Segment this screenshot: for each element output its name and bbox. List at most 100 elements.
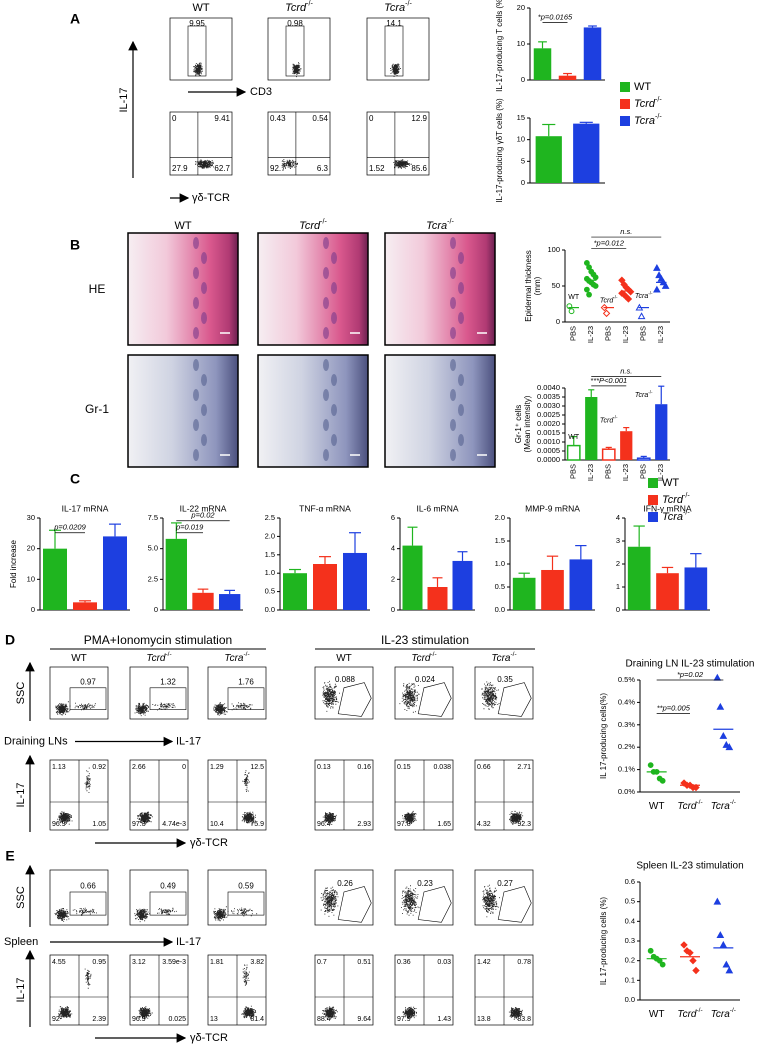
gate-value: 0.98 xyxy=(287,19,303,28)
y-tick-label: 0.0030 xyxy=(537,401,560,410)
quadrant-value: 92 xyxy=(52,1016,60,1023)
genotype-name: Tcrd xyxy=(285,2,307,14)
x-tick-label: Tcra-/- xyxy=(711,799,736,812)
chart-title: Spleen IL-23 stimulation xyxy=(636,861,743,872)
flow-events xyxy=(137,811,153,825)
column-header: WT xyxy=(336,653,352,664)
hair-follicle xyxy=(323,419,329,431)
flow-events xyxy=(508,1007,523,1020)
x-tick-label: Tcra-/- xyxy=(711,1007,736,1020)
flow-events xyxy=(58,1006,73,1020)
genotype-name: Tcra xyxy=(491,653,511,664)
flow-events xyxy=(152,702,176,711)
data-point xyxy=(586,291,592,298)
flow-events xyxy=(84,767,91,793)
hair-follicle xyxy=(323,237,329,249)
column-header: WT xyxy=(174,220,191,232)
flow-events xyxy=(213,702,228,716)
flow-events xyxy=(393,159,412,169)
genotype-superscript: -/- xyxy=(696,1007,702,1014)
bar xyxy=(343,552,367,610)
column-header: Tcra-/- xyxy=(491,651,516,664)
data-point xyxy=(722,960,731,968)
genotype-name: WT xyxy=(649,1009,665,1020)
y-tick-label: 3 xyxy=(616,536,620,545)
data-point xyxy=(713,897,722,905)
column-header: Tcrd-/- xyxy=(285,0,313,14)
quadrant-value: 97.9 xyxy=(397,1016,411,1023)
y-tick-label: 0 xyxy=(31,605,35,614)
y-tick-label: 0.0010 xyxy=(537,437,560,446)
quadrant-value: 0.025 xyxy=(168,1016,186,1023)
bar xyxy=(43,548,67,610)
legend-swatch xyxy=(620,82,630,92)
data-point xyxy=(602,309,611,318)
bar xyxy=(569,559,593,610)
quadrant-value: 10.4 xyxy=(210,821,224,828)
quadrant-value: 13.8 xyxy=(477,1016,491,1023)
x-tick-label: IL-23 xyxy=(621,326,630,343)
hair-follicle xyxy=(323,327,329,339)
flow-events xyxy=(401,885,420,916)
genotype-superscript: -/- xyxy=(613,415,618,420)
y-tick-label: 0.3 xyxy=(625,936,635,945)
gate xyxy=(227,687,265,710)
row-label: Gr-1 xyxy=(85,402,109,416)
hair-follicle xyxy=(193,267,199,279)
chart-title: IL-22 mRNA xyxy=(180,503,227,513)
y-axis-label: IL-17 xyxy=(118,87,130,112)
data-point xyxy=(653,285,661,293)
quadrant-value: 1.42 xyxy=(477,959,491,966)
bar xyxy=(585,397,598,460)
x-tick-label: PBS xyxy=(604,464,613,479)
y-tick-label: 15 xyxy=(517,113,525,122)
hair-follicle xyxy=(201,282,207,294)
flow-events xyxy=(242,770,250,792)
hair-follicle xyxy=(201,252,207,264)
x-axis-label: IL-17 xyxy=(176,735,201,747)
flow-events xyxy=(193,62,203,77)
flow-events xyxy=(399,682,420,713)
y-axis-label: SSC xyxy=(15,886,27,909)
data-point xyxy=(568,308,575,315)
y-tick-label: 2.5 xyxy=(265,513,275,522)
hair-follicle xyxy=(450,389,456,401)
hair-follicle xyxy=(450,237,456,249)
gate-value: 0.088 xyxy=(335,675,356,684)
quadrant-value: 0.51 xyxy=(357,959,371,966)
y-axis-label: Epidermal thickness xyxy=(524,250,533,322)
y-axis-label: IL-17 xyxy=(15,782,27,807)
y-tick-label: 10 xyxy=(27,574,35,583)
gate xyxy=(187,25,207,77)
hair-follicle xyxy=(201,434,207,446)
genotype-superscript: -/- xyxy=(696,799,702,806)
gate-value: 0.97 xyxy=(80,678,96,687)
y-axis-label: Fold increase xyxy=(9,539,18,588)
x-tick-label: PBS xyxy=(639,326,648,341)
row-label: HE xyxy=(89,282,106,296)
genotype-name: Tcrd xyxy=(677,1009,697,1020)
quadrant-value: 4.74e-3 xyxy=(162,821,186,828)
hair-follicle xyxy=(331,252,337,264)
hair-follicle xyxy=(458,282,464,294)
data-point xyxy=(647,947,654,954)
legend-entry: WT xyxy=(662,477,679,489)
gate xyxy=(149,891,187,916)
bar xyxy=(219,594,241,610)
y-tick-label: 30 xyxy=(27,513,35,522)
y-tick-label: 2.0 xyxy=(265,531,275,540)
y-tick-label: 0.1 xyxy=(625,975,635,984)
panel-label: D xyxy=(5,632,15,648)
data-point xyxy=(719,731,728,739)
group-label: WT xyxy=(568,434,580,441)
bar xyxy=(283,573,307,610)
flow-plot xyxy=(394,666,454,720)
genotype-superscript: -/- xyxy=(730,799,736,806)
x-tick-label: PBS xyxy=(639,464,648,479)
flow-plot xyxy=(267,111,331,176)
flow-events xyxy=(74,702,96,711)
hair-follicle xyxy=(193,237,199,249)
hair-follicle xyxy=(193,359,199,371)
y-tick-label: 0 xyxy=(556,317,560,326)
